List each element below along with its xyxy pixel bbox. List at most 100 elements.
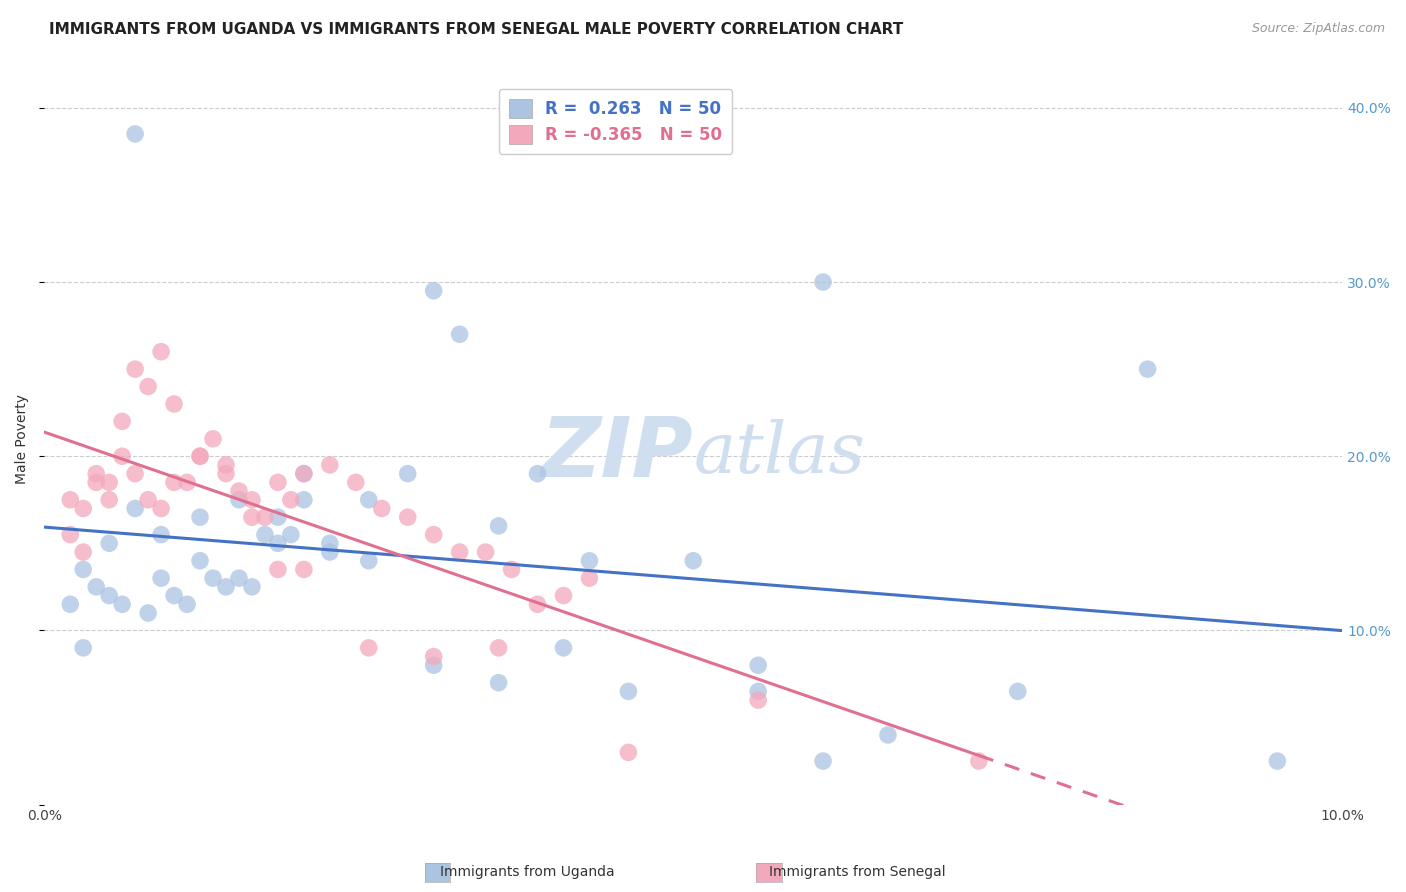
Point [553,640,575,655]
Point [526,467,548,481]
Point [292,492,315,507]
Point [488,640,510,655]
Text: ZIP: ZIP [541,413,693,494]
Point [267,562,290,576]
Point [150,571,173,585]
Point [124,501,146,516]
Point [280,527,302,541]
Point [474,545,496,559]
Point [98,536,121,550]
Point [59,527,82,541]
Point [253,510,276,524]
Point [747,684,769,698]
Point [267,510,290,524]
Point [1267,754,1289,768]
Point [578,554,600,568]
Point [578,571,600,585]
Point [747,693,769,707]
Point [319,545,342,559]
Point [267,536,290,550]
Point [228,484,250,499]
Point [72,545,94,559]
Point [357,554,380,568]
Point [967,754,990,768]
Point [202,432,225,446]
Point [617,745,640,759]
Point [396,467,419,481]
Point [176,597,198,611]
Point [1136,362,1159,376]
Point [59,492,82,507]
Legend: R =  0.263   N = 50, R = -0.365   N = 50: R = 0.263 N = 50, R = -0.365 N = 50 [499,88,733,153]
Point [72,640,94,655]
Point [280,492,302,507]
Point [240,510,263,524]
Point [240,492,263,507]
Point [228,571,250,585]
Point [292,467,315,481]
Point [124,467,146,481]
Point [422,658,444,673]
Point [422,284,444,298]
Text: Immigrants from Senegal: Immigrants from Senegal [769,865,946,880]
Point [449,545,471,559]
Point [84,475,107,490]
Point [188,510,211,524]
Point [176,475,198,490]
Point [526,597,548,611]
Point [267,475,290,490]
Point [72,501,94,516]
Point [72,562,94,576]
Point [617,684,640,698]
Point [150,344,173,359]
Point [682,554,704,568]
Point [488,675,510,690]
Point [344,475,367,490]
Point [422,649,444,664]
Point [877,728,900,742]
Point [215,467,238,481]
Point [319,536,342,550]
Point [240,580,263,594]
Point [98,589,121,603]
Point [488,519,510,533]
Point [59,597,82,611]
Point [163,397,186,411]
Text: Source: ZipAtlas.com: Source: ZipAtlas.com [1251,22,1385,36]
Point [228,492,250,507]
Point [98,475,121,490]
Point [553,589,575,603]
Point [150,501,173,516]
Point [357,492,380,507]
Point [124,127,146,141]
Point [449,327,471,342]
Point [215,580,238,594]
Point [188,554,211,568]
Point [163,589,186,603]
Point [253,527,276,541]
Y-axis label: Male Poverty: Male Poverty [15,393,30,483]
Point [188,449,211,463]
Text: atlas: atlas [693,419,865,488]
Point [84,580,107,594]
Point [747,658,769,673]
Point [811,275,834,289]
Point [396,510,419,524]
Point [319,458,342,472]
Point [292,562,315,576]
Point [136,379,159,393]
Point [98,492,121,507]
Point [163,475,186,490]
Point [371,501,394,516]
Point [111,597,134,611]
Point [111,449,134,463]
Point [357,640,380,655]
Text: IMMIGRANTS FROM UGANDA VS IMMIGRANTS FROM SENEGAL MALE POVERTY CORRELATION CHART: IMMIGRANTS FROM UGANDA VS IMMIGRANTS FRO… [49,22,904,37]
Text: Immigrants from Uganda: Immigrants from Uganda [440,865,614,880]
Point [111,414,134,428]
Point [202,571,225,585]
Point [422,527,444,541]
Point [188,449,211,463]
Point [124,362,146,376]
Point [136,606,159,620]
